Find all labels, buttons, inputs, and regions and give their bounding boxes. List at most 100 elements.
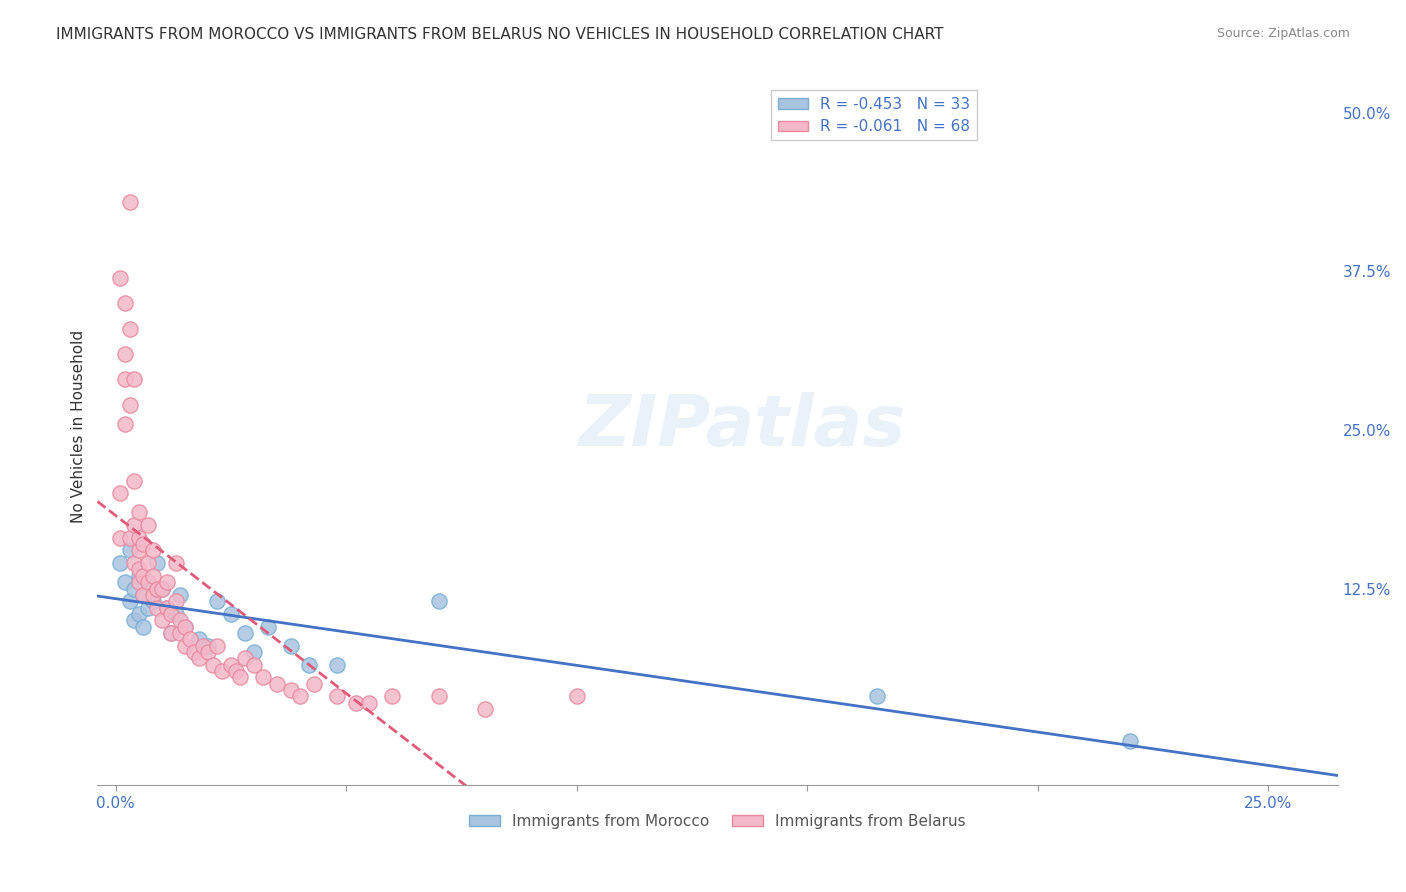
Point xyxy=(128,531,150,545)
Point xyxy=(114,296,136,310)
Point xyxy=(160,626,183,640)
Point xyxy=(193,639,215,653)
Point xyxy=(1119,733,1142,747)
Point xyxy=(165,594,187,608)
Point xyxy=(110,486,132,500)
Point xyxy=(233,651,256,665)
Point xyxy=(187,632,209,647)
Point xyxy=(132,619,155,633)
Point xyxy=(280,639,302,653)
Point xyxy=(136,600,159,615)
Point xyxy=(118,398,141,412)
Point xyxy=(211,664,233,678)
Point xyxy=(132,588,155,602)
Point xyxy=(142,588,165,602)
Point xyxy=(136,518,159,533)
Point xyxy=(207,594,229,608)
Point xyxy=(183,645,205,659)
Text: Source: ZipAtlas.com: Source: ZipAtlas.com xyxy=(1216,27,1350,40)
Point xyxy=(142,543,165,558)
Point xyxy=(243,645,266,659)
Point xyxy=(280,683,302,698)
Point xyxy=(326,690,349,704)
Point xyxy=(229,670,252,684)
Point xyxy=(146,600,169,615)
Point xyxy=(122,556,145,570)
Point xyxy=(169,613,191,627)
Point xyxy=(128,575,150,590)
Point xyxy=(326,657,349,672)
Point xyxy=(122,613,145,627)
Point xyxy=(257,619,280,633)
Point xyxy=(110,556,132,570)
Point xyxy=(118,594,141,608)
Y-axis label: No Vehicles in Household: No Vehicles in Household xyxy=(72,330,86,524)
Point xyxy=(160,626,183,640)
Point xyxy=(219,607,242,621)
Point xyxy=(136,575,159,590)
Point xyxy=(197,645,219,659)
Point xyxy=(302,676,325,690)
Point xyxy=(110,531,132,545)
Point xyxy=(207,639,229,653)
Point xyxy=(219,657,242,672)
Point xyxy=(118,543,141,558)
Point xyxy=(169,626,191,640)
Point xyxy=(132,569,155,583)
Point xyxy=(266,676,288,690)
Point xyxy=(128,569,150,583)
Point xyxy=(132,537,155,551)
Point xyxy=(128,607,150,621)
Point xyxy=(179,632,201,647)
Point xyxy=(160,607,183,621)
Point xyxy=(114,575,136,590)
Point xyxy=(359,696,381,710)
Point xyxy=(122,518,145,533)
Point xyxy=(155,575,177,590)
Point xyxy=(565,690,588,704)
Point xyxy=(146,582,169,596)
Point xyxy=(118,194,141,209)
Point xyxy=(136,575,159,590)
Point xyxy=(169,588,191,602)
Text: IMMIGRANTS FROM MOROCCO VS IMMIGRANTS FROM BELARUS NO VEHICLES IN HOUSEHOLD CORR: IMMIGRANTS FROM MOROCCO VS IMMIGRANTS FR… xyxy=(56,27,943,42)
Point xyxy=(427,690,450,704)
Point xyxy=(298,657,321,672)
Point xyxy=(122,582,145,596)
Point xyxy=(118,321,141,335)
Point xyxy=(136,556,159,570)
Point xyxy=(233,626,256,640)
Point xyxy=(344,696,367,710)
Point xyxy=(132,588,155,602)
Point xyxy=(243,657,266,672)
Point xyxy=(146,556,169,570)
Point xyxy=(128,505,150,519)
Point xyxy=(142,569,165,583)
Point xyxy=(142,594,165,608)
Legend: Immigrants from Morocco, Immigrants from Belarus: Immigrants from Morocco, Immigrants from… xyxy=(463,807,972,835)
Point xyxy=(197,639,219,653)
Point xyxy=(122,474,145,488)
Point xyxy=(114,372,136,386)
Point xyxy=(174,619,197,633)
Point xyxy=(381,690,404,704)
Point xyxy=(118,531,141,545)
Point xyxy=(150,613,173,627)
Point xyxy=(201,657,224,672)
Point xyxy=(155,600,177,615)
Point xyxy=(114,347,136,361)
Point xyxy=(290,690,312,704)
Point xyxy=(474,702,496,716)
Point xyxy=(128,562,150,576)
Point xyxy=(187,651,209,665)
Point xyxy=(225,664,247,678)
Point xyxy=(110,270,132,285)
Point xyxy=(165,607,187,621)
Point xyxy=(174,639,197,653)
Point xyxy=(865,690,887,704)
Point xyxy=(174,619,197,633)
Point xyxy=(427,594,450,608)
Point xyxy=(122,372,145,386)
Point xyxy=(150,582,173,596)
Point xyxy=(155,600,177,615)
